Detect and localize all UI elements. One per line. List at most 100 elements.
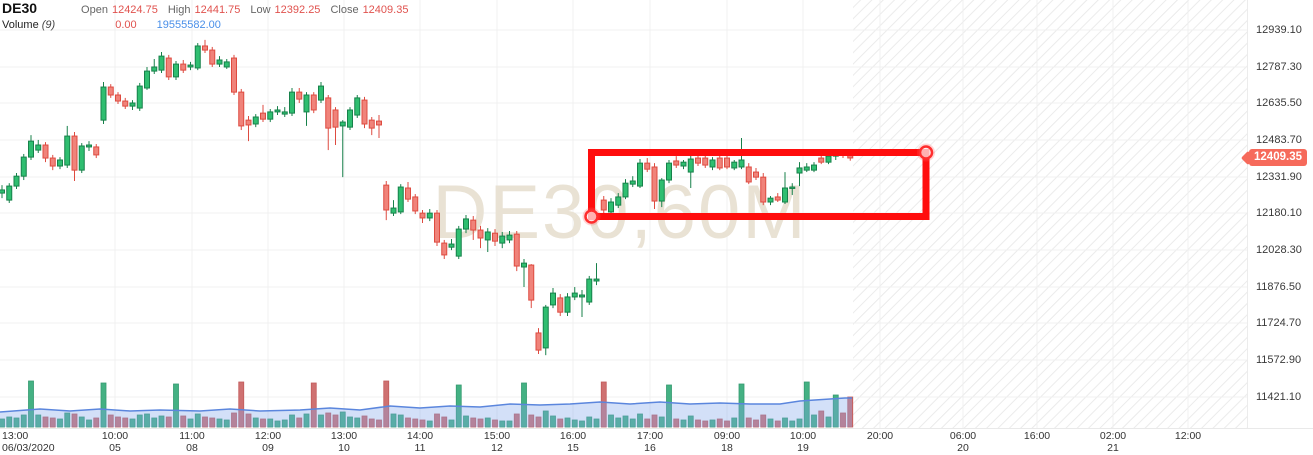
- volume-bar[interactable]: [673, 418, 680, 428]
- volume-bar[interactable]: [252, 417, 259, 428]
- candle[interactable]: [144, 70, 150, 89]
- candle[interactable]: [709, 159, 716, 168]
- volume-bar[interactable]: [492, 419, 498, 428]
- candle[interactable]: [687, 158, 694, 173]
- volume-bar[interactable]: [383, 380, 390, 428]
- volume-bar[interactable]: [289, 414, 295, 428]
- volume-bar[interactable]: [86, 419, 92, 428]
- candle[interactable]: [658, 179, 665, 202]
- volume-bar[interactable]: [666, 384, 672, 428]
- volume-bar[interactable]: [368, 418, 375, 428]
- candle[interactable]: [455, 228, 462, 257]
- volume-bar[interactable]: [419, 419, 426, 428]
- volume-bar[interactable]: [173, 383, 179, 428]
- volume-bar[interactable]: [789, 420, 796, 428]
- volume-bar[interactable]: [564, 417, 571, 428]
- candle[interactable]: [78, 145, 85, 171]
- candle[interactable]: [825, 155, 832, 163]
- volume-bar[interactable]: [724, 420, 730, 428]
- volume-bar[interactable]: [593, 418, 600, 428]
- volume-bar[interactable]: [238, 381, 245, 428]
- candle[interactable]: [383, 184, 390, 211]
- candle[interactable]: [187, 64, 194, 68]
- volume-bar[interactable]: [64, 412, 71, 428]
- volume-bar[interactable]: [100, 382, 107, 428]
- volume-bar[interactable]: [550, 415, 556, 428]
- candle[interactable]: [0, 189, 5, 194]
- volume-bar[interactable]: [6, 416, 13, 428]
- volume-bar[interactable]: [557, 418, 564, 428]
- candle[interactable]: [368, 119, 375, 129]
- volume-bar[interactable]: [318, 414, 324, 428]
- candle[interactable]: [260, 112, 266, 120]
- candle[interactable]: [231, 57, 237, 93]
- candle[interactable]: [789, 186, 796, 189]
- candle[interactable]: [673, 160, 680, 166]
- candle[interactable]: [434, 212, 440, 243]
- candle[interactable]: [796, 167, 803, 174]
- candle[interactable]: [782, 187, 788, 203]
- volume-bar[interactable]: [0, 418, 5, 428]
- volume-bar[interactable]: [223, 419, 230, 428]
- volume-bar[interactable]: [136, 414, 143, 428]
- volume-bar[interactable]: [709, 419, 716, 428]
- volume-bar[interactable]: [390, 413, 397, 428]
- volume-bar[interactable]: [767, 418, 774, 428]
- candle[interactable]: [542, 306, 549, 349]
- candle[interactable]: [209, 49, 216, 65]
- volume-bar[interactable]: [579, 420, 585, 428]
- volume-bar[interactable]: [600, 381, 607, 428]
- candle[interactable]: [93, 146, 100, 156]
- volume-bar[interactable]: [187, 418, 194, 428]
- volume-bar[interactable]: [506, 420, 513, 428]
- candle[interactable]: [513, 233, 520, 267]
- volume-bar[interactable]: [687, 415, 694, 428]
- candle[interactable]: [405, 187, 411, 200]
- candle[interactable]: [412, 196, 419, 212]
- volume-bar[interactable]: [571, 419, 578, 428]
- volume-bar[interactable]: [448, 419, 455, 428]
- volume-bar[interactable]: [107, 414, 114, 428]
- candle[interactable]: [463, 218, 469, 230]
- chart-canvas[interactable]: DE30,60M: [0, 0, 1247, 428]
- candle[interactable]: [42, 144, 49, 159]
- volume-bar[interactable]: [296, 417, 303, 428]
- candle[interactable]: [550, 292, 556, 306]
- volume-bar[interactable]: [376, 419, 382, 428]
- candle[interactable]: [397, 186, 404, 213]
- candle[interactable]: [535, 332, 542, 351]
- candle[interactable]: [644, 162, 651, 170]
- candle[interactable]: [419, 212, 426, 219]
- candle[interactable]: [20, 156, 27, 177]
- volume-bar[interactable]: [165, 416, 172, 428]
- volume-bar[interactable]: [122, 417, 129, 428]
- volume-bar[interactable]: [434, 413, 440, 428]
- candle[interactable]: [165, 57, 172, 78]
- volume-bar[interactable]: [774, 420, 781, 428]
- volume-bar[interactable]: [528, 414, 535, 428]
- volume-bar[interactable]: [695, 419, 701, 428]
- volume-bar[interactable]: [347, 416, 353, 428]
- volume-bar[interactable]: [753, 419, 759, 428]
- volume-bar[interactable]: [71, 413, 78, 428]
- volume-bar[interactable]: [622, 415, 629, 428]
- volume-bar[interactable]: [825, 416, 832, 428]
- volume-bar[interactable]: [310, 382, 317, 428]
- volume-bar[interactable]: [267, 418, 274, 428]
- candle[interactable]: [760, 176, 767, 203]
- volume-bar[interactable]: [339, 411, 346, 428]
- volume-bar[interactable]: [194, 413, 201, 428]
- candle[interactable]: [151, 66, 158, 72]
- volume-bar[interactable]: [513, 413, 520, 428]
- volume-bar[interactable]: [78, 416, 85, 428]
- candle[interactable]: [71, 135, 78, 171]
- volume-bar[interactable]: [57, 418, 63, 428]
- volume-bar[interactable]: [274, 420, 281, 428]
- volume-bar[interactable]: [42, 416, 49, 428]
- candle[interactable]: [49, 157, 56, 167]
- candle[interactable]: [586, 278, 593, 303]
- candle[interactable]: [492, 232, 498, 242]
- volume-bar[interactable]: [731, 417, 738, 428]
- volume-bar[interactable]: [637, 413, 643, 428]
- candle[interactable]: [361, 99, 368, 125]
